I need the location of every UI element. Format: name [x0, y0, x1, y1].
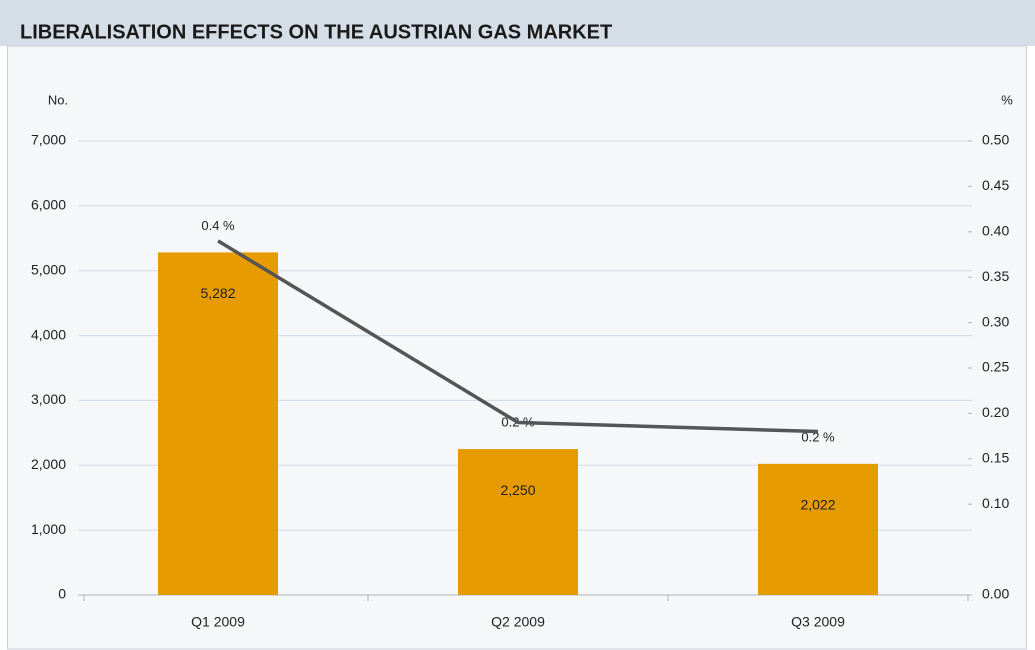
y2-tick-label: 0.35 — [982, 268, 1009, 284]
x-tick-label: Q2 2009 — [491, 614, 545, 630]
bar-value-label: 2,022 — [800, 497, 835, 513]
bar-value-label: 2,250 — [500, 482, 535, 498]
rate-line — [217, 239, 819, 434]
y-tick-label: 3,000 — [31, 391, 66, 407]
bar-value-label: 5,282 — [200, 285, 235, 301]
chart-title: LIBERALISATION EFFECTS ON THE AUSTRIAN G… — [20, 21, 612, 43]
y2-tick-label: 0.50 — [982, 132, 1009, 148]
y2-tick-label: 0.10 — [982, 495, 1009, 511]
y-tick-label: 0 — [58, 586, 66, 602]
bar — [458, 449, 578, 595]
y2-tick-label: 0.00 — [982, 586, 1009, 602]
y-axis-label: No. — [48, 92, 68, 107]
line-value-label: 0.4 % — [201, 218, 235, 233]
y-tick-label: 2,000 — [31, 456, 66, 472]
y2-tick-label: 0.15 — [982, 450, 1009, 466]
bar — [158, 252, 278, 596]
header-band — [0, 0, 1035, 46]
y-tick-label: 1,000 — [31, 521, 66, 537]
y2-tick-label: 0.40 — [982, 223, 1009, 239]
y-tick-label: 5,000 — [31, 261, 66, 277]
y2-tick-label: 0.30 — [982, 313, 1009, 329]
y-tick-label: 7,000 — [31, 132, 66, 148]
y2-tick-label: 0.20 — [982, 404, 1009, 420]
y-tick-label: 4,000 — [31, 326, 66, 342]
y2-axis-label: % — [1001, 92, 1013, 107]
y2-tick-label: 0.25 — [982, 359, 1009, 375]
bar — [758, 463, 878, 595]
y-tick-label: 6,000 — [31, 197, 66, 213]
x-tick-label: Q3 2009 — [791, 614, 845, 630]
x-tick-label: Q1 2009 — [191, 614, 245, 630]
y2-tick-label: 0.45 — [982, 177, 1009, 193]
